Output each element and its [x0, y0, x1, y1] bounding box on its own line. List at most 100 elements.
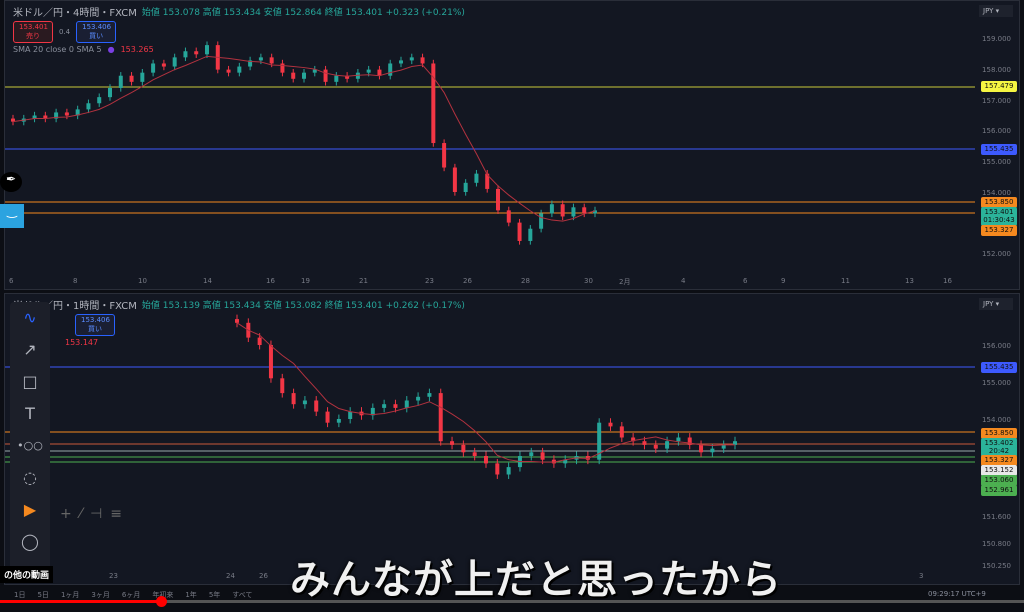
- candle: [43, 115, 48, 119]
- price-label: 153.152: [981, 465, 1017, 476]
- time-tick: 9: [781, 277, 786, 285]
- range-button[interactable]: 年初来: [152, 591, 174, 599]
- range-button[interactable]: 6ヶ月: [121, 591, 141, 599]
- candle: [506, 210, 511, 223]
- more-videos-label[interactable]: の他の動画: [0, 566, 54, 583]
- sma-indicator[interactable]: SMA 20 close 0 SMA 5 ● 153.265: [13, 45, 154, 54]
- price-label: 153.850: [981, 428, 1017, 439]
- candle: [355, 72, 360, 79]
- price-label: 153.327: [981, 455, 1017, 466]
- replay-icon[interactable]: ▶: [23, 500, 37, 519]
- candle: [382, 404, 387, 408]
- text-icon[interactable]: T: [25, 404, 35, 423]
- candle: [325, 411, 330, 423]
- chart-4h-canvas[interactable]: [5, 1, 975, 291]
- candle: [129, 75, 134, 82]
- candle: [431, 63, 436, 144]
- range-buttons: 1日 5日 1ヶ月 3ヶ月 6ヶ月 年初来 1年 5年 すべて: [14, 590, 253, 600]
- range-button[interactable]: 5年: [208, 591, 221, 599]
- chart-1h-pane[interactable]: 米ドル／円・1時間・FXCM 始値 153.139 高値 153.434 安値 1…: [4, 293, 1020, 585]
- magnet-icon[interactable]: ◯: [21, 532, 39, 551]
- rectangle-icon[interactable]: □: [22, 372, 38, 391]
- progress-knob[interactable]: [155, 596, 167, 607]
- candle: [529, 452, 534, 456]
- range-button[interactable]: 5日: [37, 591, 49, 599]
- measure-icon[interactable]: •○○: [17, 439, 43, 452]
- floating-draw-toolbar[interactable]: +⁄⊣≡: [60, 506, 130, 522]
- candle: [631, 437, 636, 442]
- symbol-title[interactable]: 米ドル／円・4時間・FXCM: [13, 8, 137, 19]
- currency-select[interactable]: JPY ▾: [979, 5, 1013, 17]
- candle: [485, 173, 490, 189]
- axis-label: 157.000: [982, 97, 1011, 105]
- candle: [665, 441, 670, 449]
- sma-line: [236, 322, 735, 463]
- candle: [593, 210, 597, 214]
- time-tick: 23: [109, 572, 118, 580]
- candle: [409, 57, 414, 61]
- chart-4h-pane[interactable]: 米ドル／円・4時間・FXCM 始値 153.078 高値 153.434 安値 1…: [4, 0, 1020, 290]
- candle: [86, 103, 91, 110]
- range-button[interactable]: 1年: [185, 591, 197, 599]
- candle: [302, 400, 307, 405]
- price-label: 01:30:43: [981, 215, 1017, 226]
- candle: [377, 69, 382, 76]
- axis-label: 158.000: [982, 66, 1011, 74]
- sma-value: 153.265: [120, 45, 154, 54]
- candle: [291, 72, 296, 79]
- candle: [450, 441, 455, 445]
- range-button[interactable]: 3ヶ月: [91, 591, 110, 599]
- candle: [151, 63, 156, 73]
- candle: [75, 109, 80, 116]
- buy-button[interactable]: 153.406 買い: [75, 314, 115, 336]
- smile-icon[interactable]: ‿: [0, 204, 24, 228]
- chart-1h-canvas[interactable]: [5, 294, 975, 586]
- candle: [608, 422, 613, 427]
- settings-icon[interactable]: ●: [107, 45, 115, 54]
- sell-button[interactable]: 153.401 売り: [13, 21, 53, 43]
- range-button[interactable]: 1ヶ月: [60, 591, 80, 599]
- progress-fill: [0, 600, 161, 603]
- candle: [370, 407, 375, 416]
- pen-icon[interactable]: ∿: [23, 308, 37, 327]
- axis-label: 156.000: [982, 342, 1011, 350]
- range-button[interactable]: すべて: [232, 591, 253, 599]
- candle: [549, 204, 554, 214]
- candle: [463, 182, 468, 192]
- candle: [399, 60, 403, 64]
- buy-button[interactable]: 153.406 買い: [76, 21, 117, 43]
- candle: [563, 459, 568, 464]
- range-button[interactable]: 1日: [14, 591, 26, 599]
- candle: [323, 69, 328, 82]
- candle: [496, 188, 500, 211]
- subtitle: みんなが上だと思ったから: [290, 557, 782, 603]
- candle: [404, 400, 409, 408]
- candle: [517, 222, 522, 241]
- candle: [452, 167, 457, 192]
- candle: [571, 207, 576, 217]
- arrow-icon[interactable]: ↗: [23, 340, 37, 359]
- price-label: 20:42: [981, 446, 1017, 457]
- time-tick: 21: [359, 277, 368, 285]
- axis-label: 151.600: [982, 513, 1011, 521]
- time-tick: 23: [425, 277, 434, 285]
- video-progress-bar[interactable]: [0, 600, 1024, 603]
- currency-select[interactable]: JPY ▾: [979, 298, 1013, 310]
- axis-label: 150.250: [982, 562, 1011, 570]
- candle: [258, 57, 263, 61]
- candle: [257, 337, 262, 345]
- candle: [268, 345, 273, 379]
- cycle-icon[interactable]: ◌: [23, 468, 37, 487]
- candle: [721, 444, 726, 449]
- candle: [235, 319, 239, 323]
- candle: [710, 448, 715, 453]
- candle: [64, 112, 69, 116]
- candle: [194, 51, 199, 55]
- drawing-toolbar: ∿ ↗ □ T •○○ ◌ ▶ ◯: [10, 302, 50, 572]
- time-tick: 6: [9, 277, 14, 285]
- pen-tool-icon[interactable]: ✒: [0, 172, 22, 192]
- symbol-title[interactable]: 米ドル／円・1時間・FXCM: [13, 301, 137, 312]
- sell-price: 153.401: [19, 23, 48, 31]
- candle: [161, 63, 166, 67]
- time-tick: 13: [905, 277, 914, 285]
